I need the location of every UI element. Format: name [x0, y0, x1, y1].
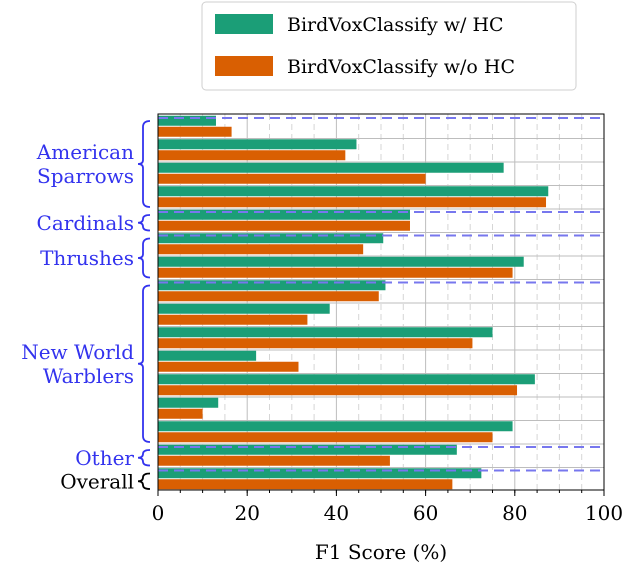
bar-with-hc	[158, 233, 384, 244]
bar-without-hc	[158, 267, 513, 278]
bar-without-hc	[158, 432, 493, 443]
legend-swatch-without-hc	[215, 56, 273, 76]
bar-with-hc	[158, 444, 457, 455]
group-label: New World	[21, 340, 134, 364]
bar-with-hc	[158, 209, 410, 220]
bar-with-hc	[158, 303, 330, 314]
group-brace	[137, 449, 151, 467]
bar-without-hc	[158, 385, 518, 396]
x-tick-label: 80	[502, 501, 527, 525]
group-label: American	[36, 140, 134, 164]
group-brace	[137, 284, 151, 443]
group-label: Other	[75, 446, 134, 470]
bar-with-hc	[158, 186, 549, 197]
bar-without-hc	[158, 126, 232, 137]
bar-without-hc	[158, 291, 379, 302]
bar-with-hc	[158, 280, 386, 291]
group-brace	[137, 237, 151, 279]
bar-without-hc	[158, 244, 364, 255]
bar-with-hc	[158, 350, 257, 361]
x-tick-label: 60	[413, 501, 438, 525]
bar-without-hc	[158, 220, 410, 231]
bar-with-hc	[158, 397, 219, 408]
bar-without-hc	[158, 408, 203, 419]
bar-without-hc	[158, 479, 453, 490]
bar-with-hc	[158, 421, 513, 432]
group-brace	[137, 214, 151, 232]
legend-box	[201, 1, 577, 91]
legend-label-with-hc: BirdVoxClassify w/ HC	[287, 14, 504, 36]
group-separators	[158, 117, 604, 472]
group-label: Thrushes	[40, 246, 134, 270]
legend: BirdVoxClassify w/ HC BirdVoxClassify w/…	[201, 1, 577, 91]
bar-without-hc	[158, 173, 426, 184]
group-label: Cardinals	[37, 211, 134, 235]
bar-without-hc	[158, 338, 473, 349]
bar-without-hc	[158, 314, 308, 325]
bar-with-hc	[158, 139, 357, 150]
bar-with-hc	[158, 115, 216, 126]
bar-without-hc	[158, 361, 299, 372]
bar-without-hc	[158, 197, 547, 208]
bar-without-hc	[158, 455, 390, 466]
x-axis: 0 20 40 60 80 100	[152, 490, 623, 525]
group-brace	[137, 120, 151, 208]
legend-label-without-hc: BirdVoxClassify w/o HC	[287, 56, 515, 78]
bar-with-hc	[158, 327, 493, 338]
x-tick-label: 40	[324, 501, 349, 525]
bar-with-hc	[158, 374, 535, 385]
group-brace	[137, 472, 151, 490]
bar-without-hc	[158, 150, 346, 161]
group-label: Warblers	[43, 364, 134, 388]
group-label: Sparrows	[37, 164, 134, 188]
x-tick-label: 100	[585, 501, 623, 525]
legend-swatch-with-hc	[215, 14, 273, 34]
x-axis-label: F1 Score (%)	[315, 540, 447, 564]
x-tick-label: 20	[234, 501, 259, 525]
bar-with-hc	[158, 162, 504, 173]
x-tick-label: 0	[152, 501, 165, 525]
bar-with-hc	[158, 256, 524, 267]
bars	[158, 115, 549, 490]
bar-with-hc	[158, 468, 482, 479]
group-label: Overall	[60, 469, 134, 493]
